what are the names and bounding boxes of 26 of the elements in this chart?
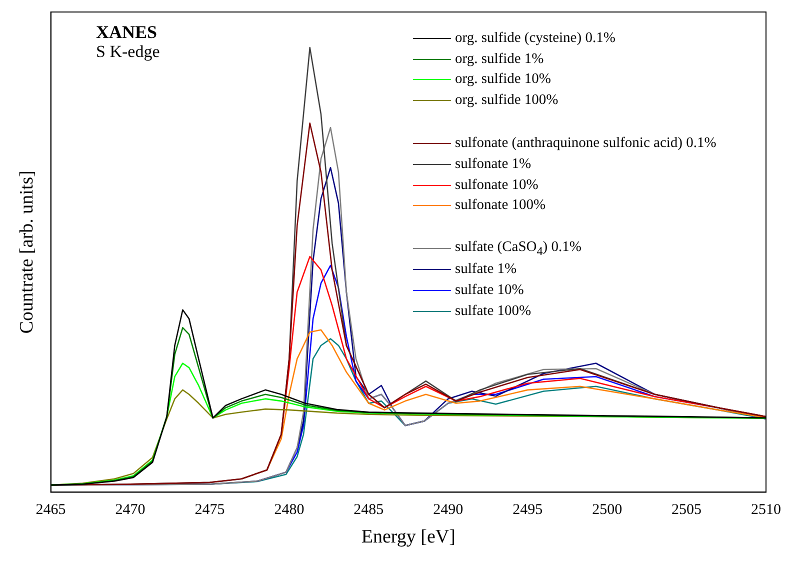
y-axis-title: Countrate [arb. units] (16, 170, 38, 334)
legend-label: sulfate (CaSO$_{4}$) 0.1% (455, 238, 582, 259)
x-axis-title: Energy [eV] (361, 526, 456, 548)
x-tick-label: 2490 (433, 502, 464, 518)
x-tick-label: 2465 (36, 502, 66, 518)
x-tick-label: 2475 (194, 502, 225, 518)
legend-label: sulfate 1% (455, 261, 517, 278)
x-tick-label: 2510 (751, 502, 781, 518)
legend-label: sulfonate 100% (455, 197, 546, 214)
x-tick-label: 2470 (115, 502, 146, 518)
chart-subtitle: S K-edge (96, 42, 160, 62)
x-tick-label: 2485 (354, 502, 384, 518)
legend-label: sulfonate (anthraquinone sulfonic acid) 0.1% (455, 135, 716, 152)
x-tick-label: 2500 (592, 502, 622, 518)
legend-label: org. sulfide 10% (455, 71, 551, 88)
legend-label: org. sulfide 1% (455, 50, 544, 68)
x-tick-label: 2505 (672, 502, 702, 518)
legend-label: org. sulfide 100% (455, 92, 558, 110)
chart-title: XANES (96, 22, 158, 42)
legend-label: sulfonate 10% (455, 176, 538, 194)
x-tick-label: 2480 (274, 502, 304, 518)
x-tick-label: 2495 (512, 502, 543, 518)
legend-label: sulfate 100% (455, 302, 532, 320)
legend-label: org. sulfide (cysteine) 0.1% (455, 30, 616, 47)
legend-label: sulfate 10% (455, 282, 524, 299)
legend-label: sulfonate 1% (455, 156, 532, 173)
